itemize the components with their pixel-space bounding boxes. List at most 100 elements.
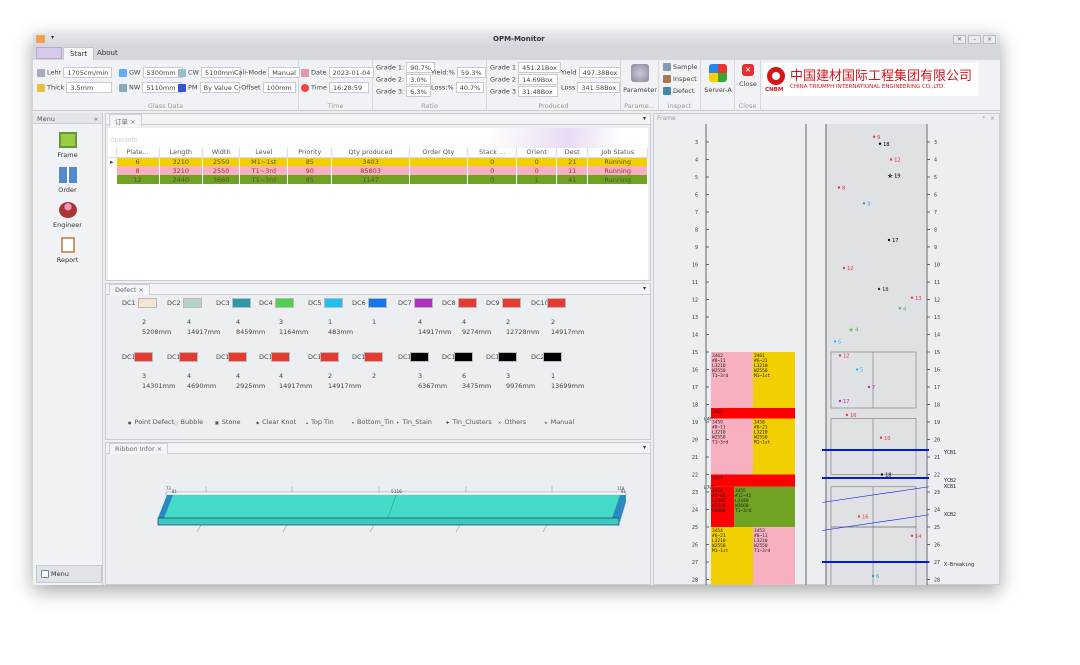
stack-box <box>830 526 917 585</box>
defect-button[interactable]: Defect <box>663 87 694 95</box>
prod-g3-field[interactable]: 31.48Box <box>518 86 559 97</box>
minimize-button[interactable]: – <box>968 35 981 44</box>
ribbon-info-tab[interactable]: Ribbon Infor × <box>109 443 169 454</box>
defect-length: 9976mm <box>506 382 536 390</box>
parameter-button[interactable]: Parameter <box>623 64 657 94</box>
ratio-g3-field[interactable]: 6.3% <box>406 86 431 97</box>
column-header[interactable]: Qty produced <box>331 148 410 158</box>
defect-marker-label: 14 <box>915 534 922 540</box>
tab-about[interactable]: About <box>97 49 118 57</box>
gw-field[interactable]: 5300mm <box>142 67 183 78</box>
ratio-g3-label: Grade 3: <box>376 87 405 96</box>
menu-item-engineer[interactable]: Engineer <box>33 202 102 229</box>
ruler-label: 15 <box>934 350 940 356</box>
dropdown-icon[interactable]: ▾ <box>642 115 646 122</box>
inspect-button[interactable]: Inspect <box>663 75 697 83</box>
prod-loss-field[interactable]: 341.58Box <box>577 82 621 93</box>
lehr-label: Lehr <box>47 68 62 77</box>
prod-g1-field[interactable]: 451.21Box <box>518 62 561 73</box>
defect-marker <box>871 574 875 578</box>
defect-length: 3475mm <box>462 382 492 390</box>
menu-bottom-button[interactable]: Menu <box>36 565 102 583</box>
defect-marker <box>837 186 841 189</box>
server-button[interactable]: Server-A <box>701 64 735 94</box>
column-header[interactable]: Stack ... <box>467 148 518 158</box>
column-header[interactable]: Width <box>202 148 241 158</box>
column-header[interactable]: Order Qty <box>409 148 469 158</box>
defect-count: 4 <box>462 318 467 326</box>
pin-icon[interactable]: ᵠ <box>982 115 986 122</box>
table-cell: 85 <box>287 175 333 184</box>
table-cell: 0 <box>467 166 518 175</box>
title-bar: ▾ OPM-Monitor ✕ – × <box>33 33 1000 46</box>
dropdown-icon[interactable]: ▾ <box>642 285 646 292</box>
column-header[interactable]: Priority <box>287 148 333 158</box>
thick-icon <box>37 83 45 92</box>
menu-item-frame[interactable]: Frame <box>33 132 102 159</box>
prod-yield-field[interactable]: 497.38Box <box>578 67 622 78</box>
quick-access-dropdown[interactable]: ▾ <box>51 34 55 41</box>
defect-count: 4 <box>236 372 241 380</box>
frame-panel: Frame ᵠ × 3 3 4 4 5 5 6 6 7 7 8 8 9 9 10 10 11 11 12 12 13 13 14… <box>653 113 1000 585</box>
table-row[interactable]: ▸ 6 3210 2550 M1~1st 85 3403 0 0 21 Running <box>108 157 648 166</box>
ratio-g2-field[interactable]: 3.0% <box>406 74 431 85</box>
calimode-field[interactable]: Manual <box>268 67 300 78</box>
column-header[interactable]: Orient <box>516 148 558 158</box>
plate-text: 3458 <box>754 420 765 426</box>
plate-text: L3210 <box>712 363 726 369</box>
dropdown-icon[interactable]: ▾ <box>642 444 646 451</box>
date-field[interactable]: 2023-01-04 <box>328 67 375 78</box>
ribbon-right-label: 110 <box>617 486 625 491</box>
ratio-yield-field[interactable]: 59.3% <box>456 67 486 78</box>
defect-count: 2 <box>551 318 556 326</box>
nw-field[interactable]: 5110mm <box>142 82 183 93</box>
defect-marker <box>838 354 842 357</box>
legend-marker-icon: ▴ <box>306 420 309 425</box>
column-header[interactable]: Dest <box>556 148 589 158</box>
close-app-button[interactable]: × Close <box>735 64 761 88</box>
ratio-g1-field[interactable]: 90.7% <box>406 62 435 73</box>
restore-button[interactable]: ✕ <box>953 35 966 44</box>
collapse-icon[interactable]: « <box>94 115 98 123</box>
ruler-label: 5 <box>695 175 698 181</box>
column-header[interactable]: Level <box>239 148 289 158</box>
coffset-field[interactable]: 100mm <box>262 82 296 93</box>
sample-button[interactable]: Sample <box>663 63 697 71</box>
table-row[interactable]: 8 3210 2550 T1~3rd 90 85803 0 0 11 Running <box>108 166 648 175</box>
defect-code-label: DC1 <box>122 299 136 307</box>
time-field[interactable]: 16:28:59 <box>329 82 369 93</box>
row-indicator <box>108 166 117 175</box>
tab-start[interactable]: Start <box>63 47 95 60</box>
ratio-loss-field[interactable]: 40.7% <box>455 82 485 93</box>
ruler-label: 15 <box>692 350 698 356</box>
legend-label: Manual <box>550 418 575 426</box>
pm-field[interactable]: By Value <box>199 82 240 93</box>
order-tab[interactable]: 订单 × <box>109 114 142 127</box>
cross-cut-line <box>821 486 930 503</box>
table-row[interactable]: 12 2440 3660 T1~3rd 85 1147 0 1 41 Running <box>108 175 648 184</box>
ruler-label: 28 <box>692 578 698 584</box>
defect-code-label: DC14 <box>259 353 277 361</box>
prod-g2-field[interactable]: 14.69Box <box>518 74 559 85</box>
column-header[interactable]: Length <box>159 148 203 158</box>
cw-field[interactable]: 5100mm <box>201 67 242 78</box>
parameter-label: Parameter <box>623 86 657 94</box>
glass-plate <box>711 418 753 475</box>
lehr-field[interactable]: 1705cm/min <box>63 67 113 78</box>
group-inspect: Sample Inspect Defect Inspect <box>659 60 701 111</box>
ratio-yield-label: Yield:% <box>431 68 455 77</box>
column-header[interactable]: Plate... <box>116 148 160 158</box>
table-cell <box>409 175 469 184</box>
column-header[interactable]: Job Status <box>587 148 648 158</box>
defect-count: 2 <box>372 372 377 380</box>
thick-field[interactable]: 3.5mm <box>66 82 113 93</box>
menu-item-report[interactable]: Report <box>33 237 102 264</box>
glass-plate <box>734 486 795 527</box>
defect-tab[interactable]: Defect × <box>109 284 150 295</box>
defect-color-swatch <box>179 352 198 362</box>
defect-marker <box>877 287 881 291</box>
app-menu-button[interactable] <box>36 47 62 59</box>
close-button[interactable]: × <box>983 35 996 44</box>
close-panel-icon[interactable]: × <box>989 115 995 122</box>
menu-item-order[interactable]: Order <box>33 167 102 194</box>
